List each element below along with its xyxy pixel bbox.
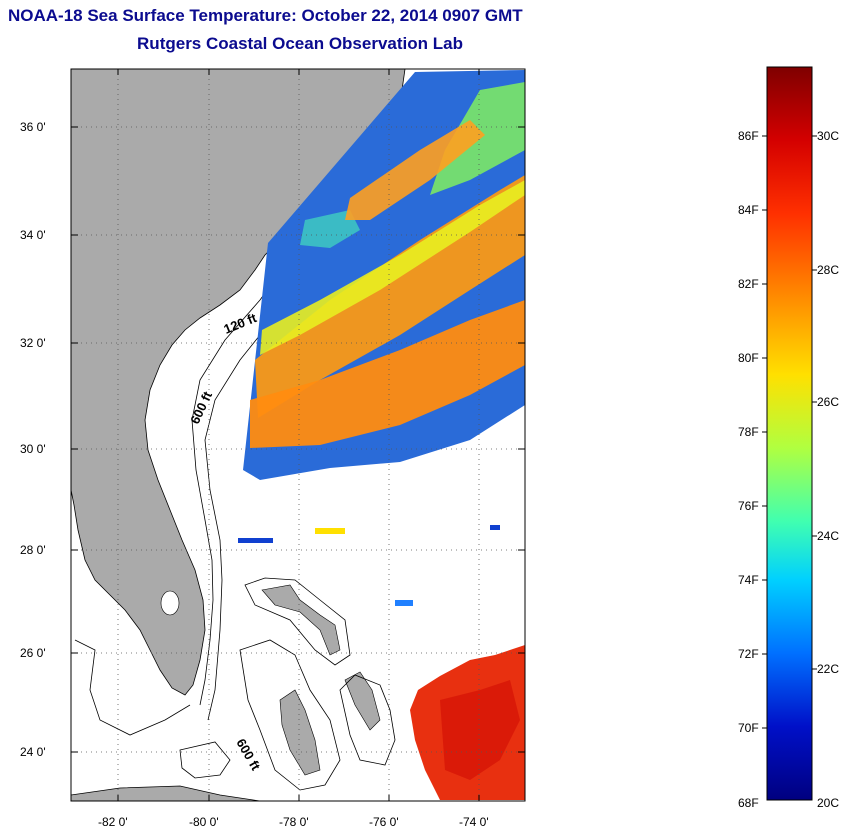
colorbar-ticks — [762, 135, 817, 729]
lat-label: 26 0' — [20, 646, 46, 660]
colorbar-c-label: 22C — [817, 662, 840, 676]
sst-fragment — [490, 525, 500, 530]
axis-ticks — [71, 69, 525, 801]
lat-label: 32 0' — [20, 336, 46, 350]
map-border — [70, 68, 526, 802]
land-bahamas-north — [261, 584, 341, 656]
colorbar-f-label: 70F — [738, 721, 759, 735]
lat-label: 30 0' — [20, 442, 46, 456]
colorbar-c-label: 28C — [817, 263, 840, 277]
contour-bahamas-south — [239, 639, 341, 791]
colorbar — [766, 66, 813, 801]
map-subtitle: Rutgers Coastal Ocean Observation Lab — [137, 34, 463, 53]
colorbar-c-label: 20C — [817, 796, 840, 810]
lat-gridlines — [71, 126, 525, 753]
lon-label: -80 0' — [189, 815, 219, 829]
colorbar-f-label: 84F — [738, 203, 759, 217]
lon-label: -82 0' — [98, 815, 128, 829]
colorbar-c-label: 26C — [817, 395, 840, 409]
sst-fragment — [395, 600, 413, 606]
lat-label: 34 0' — [20, 228, 46, 242]
land-andros — [279, 689, 321, 776]
colorbar-f-label: 86F — [738, 129, 759, 143]
lon-label: -78 0' — [279, 815, 309, 829]
sst-patch-south-inner — [440, 680, 520, 780]
contour-cuba-bank — [179, 741, 231, 779]
colorbar-f-label: 68F — [738, 796, 759, 810]
colorbar-f-label: 76F — [738, 499, 759, 513]
sst-band-orange-south — [250, 300, 525, 448]
colorbar-c-label: 24C — [817, 529, 840, 543]
contour-keys — [74, 639, 191, 736]
colorbar-f-label: 78F — [738, 425, 759, 439]
sst-fragment — [315, 528, 345, 534]
map-title: NOAA-18 Sea Surface Temperature: October… — [8, 6, 523, 25]
contour-bahamas-east — [339, 674, 396, 766]
land-bahamas-east — [344, 671, 381, 731]
contour-bahamas — [244, 577, 351, 666]
colorbar-f-label: 72F — [738, 647, 759, 661]
sst-fragment — [238, 538, 273, 543]
lat-label: 24 0' — [20, 745, 46, 759]
colorbar-f-label: 80F — [738, 351, 759, 365]
sst-band-cyan — [300, 210, 360, 248]
colorbar-f-label: 74F — [738, 573, 759, 587]
colorbar-c-label: 30C — [817, 129, 840, 143]
lon-gridlines — [117, 69, 480, 801]
sst-band-yellow — [260, 180, 525, 355]
lon-label: -74 0' — [459, 815, 489, 829]
lon-label: -76 0' — [369, 815, 399, 829]
sst-band-orange-north — [345, 120, 485, 220]
lake-okeechobee — [160, 590, 180, 616]
colorbar-f-label: 82F — [738, 277, 759, 291]
lat-label: 28 0' — [20, 543, 46, 557]
lat-label: 36 0' — [20, 120, 46, 134]
